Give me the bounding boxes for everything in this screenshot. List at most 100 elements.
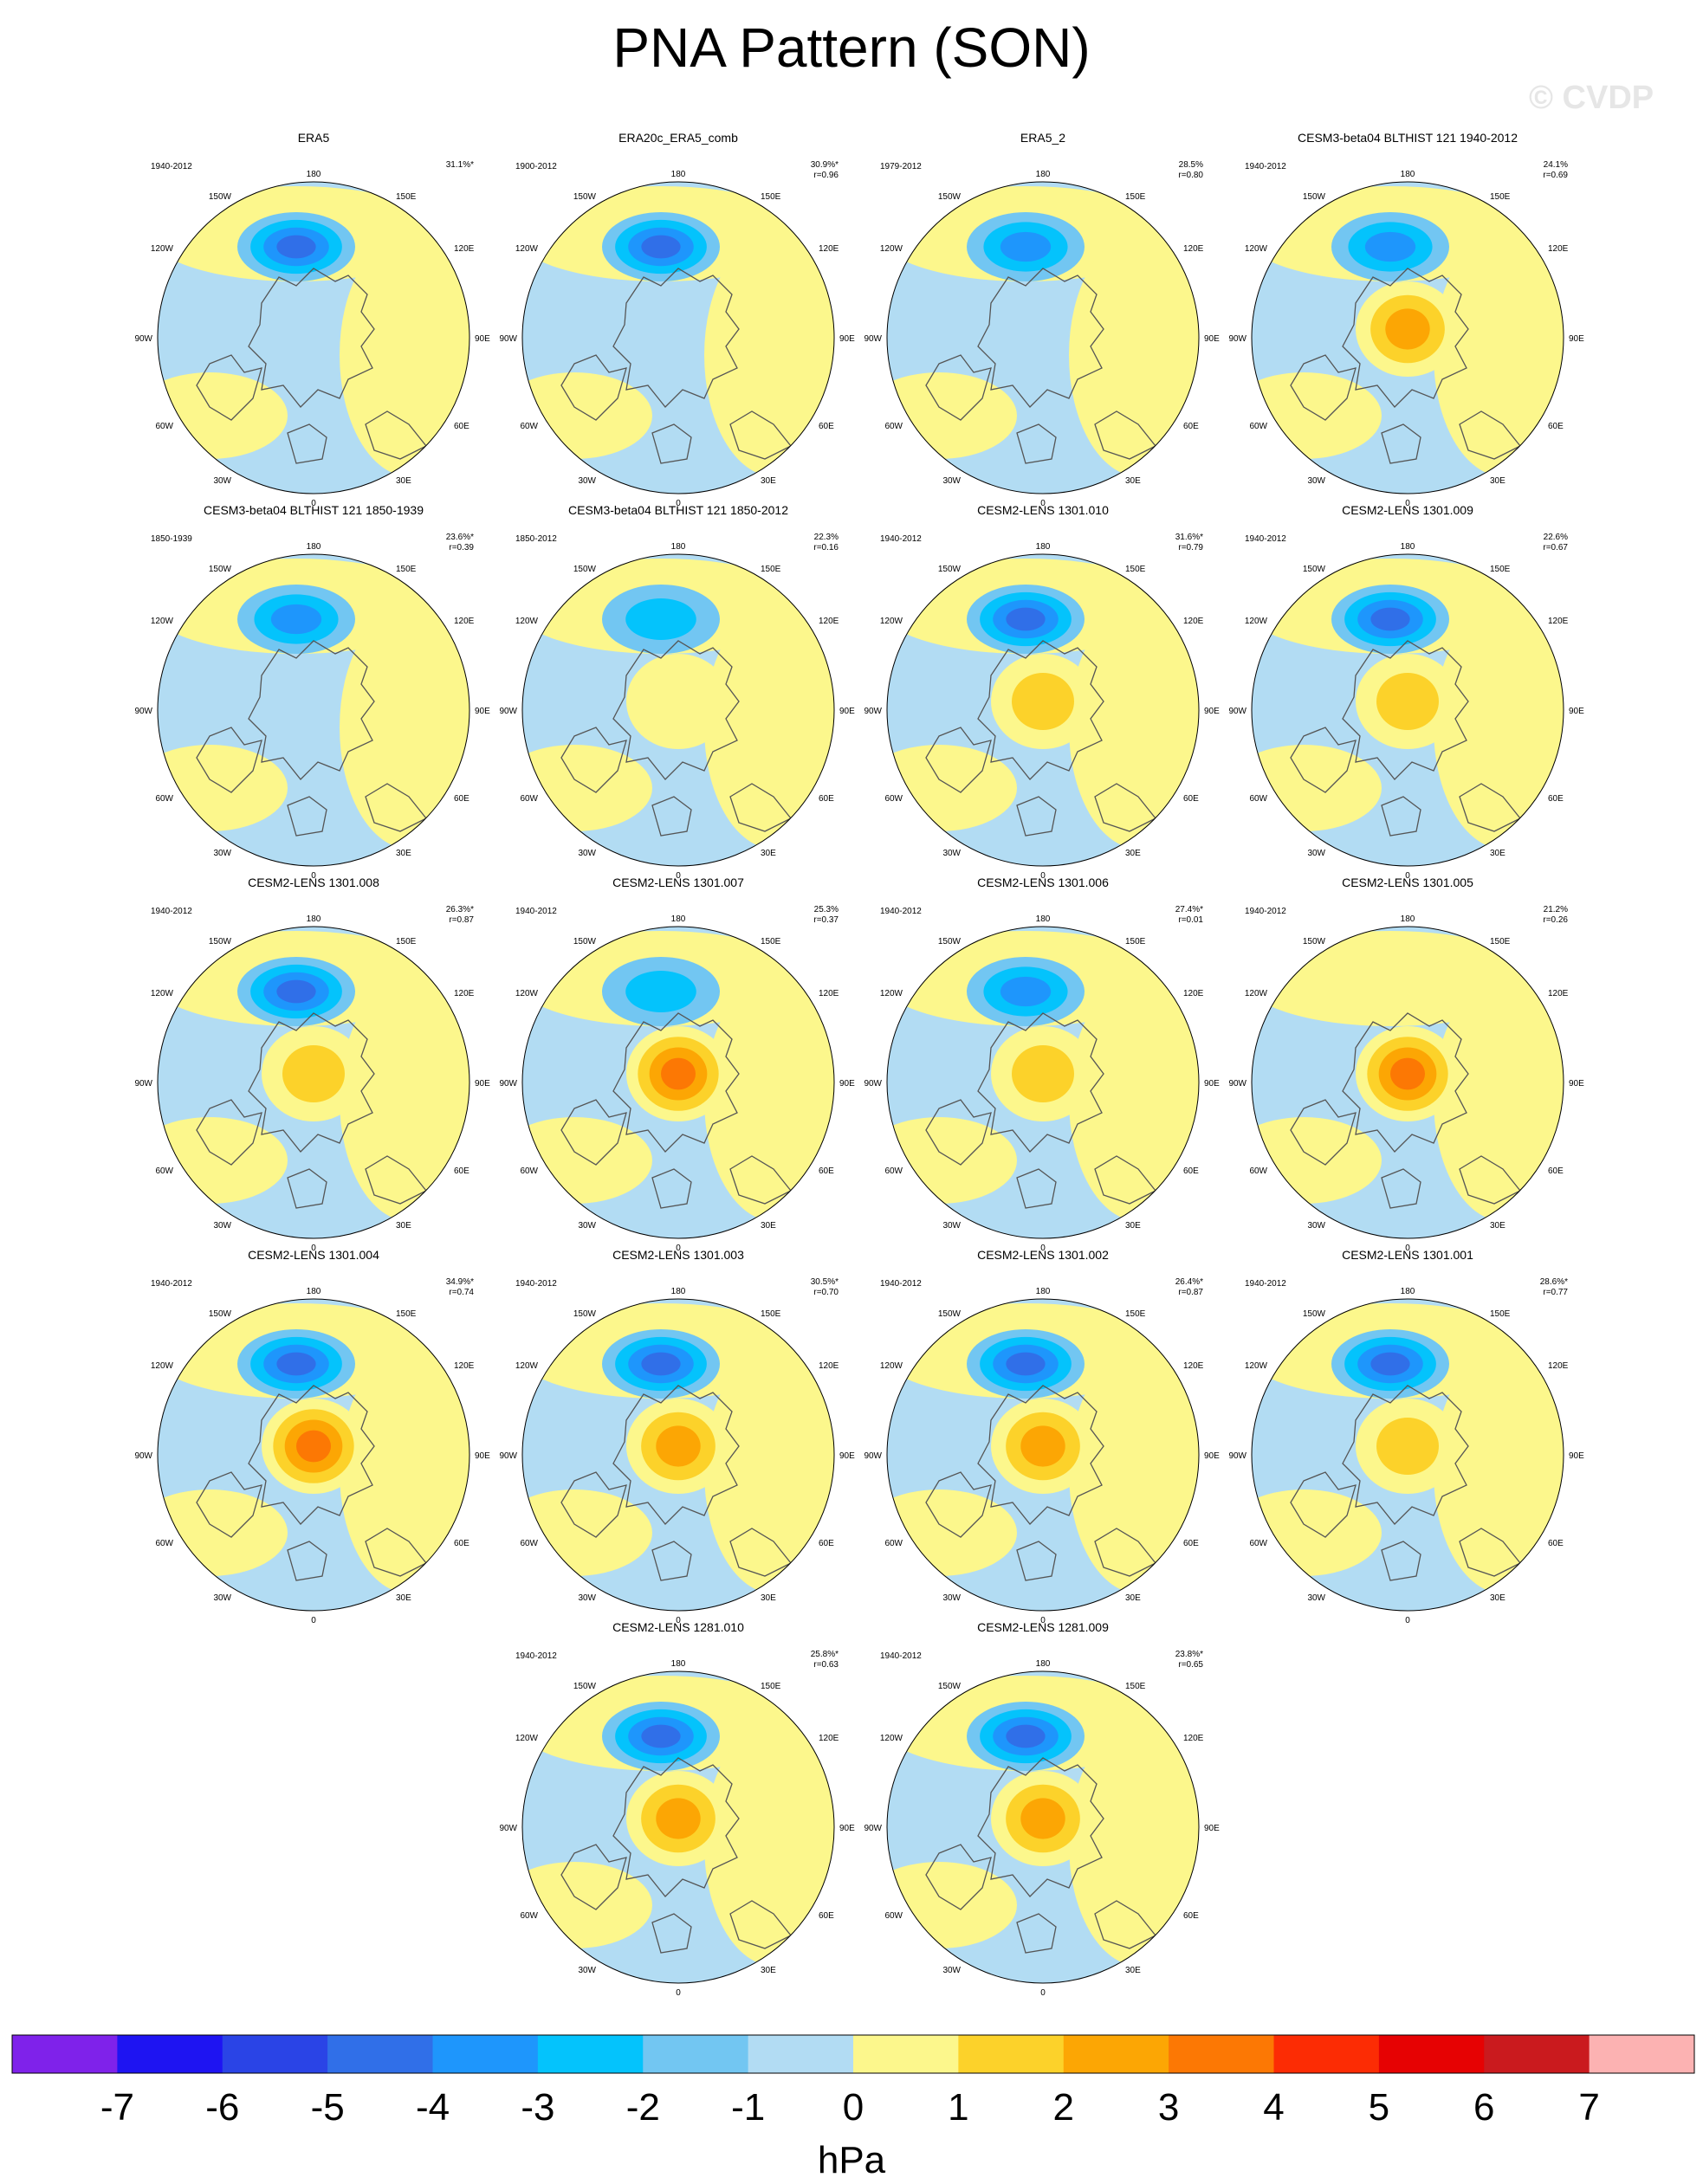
panel-title: ERA5 xyxy=(298,131,330,145)
longitude-label: 60E xyxy=(819,1539,834,1548)
colorbar-swatch xyxy=(853,2035,959,2073)
field-positive-band xyxy=(1434,606,1564,849)
colorbar-swatch xyxy=(12,2035,118,2073)
longitude-label: 60W xyxy=(155,1539,173,1548)
colorbar-swatch xyxy=(748,2035,854,2073)
longitude-label: 0 xyxy=(676,871,681,881)
coastline xyxy=(287,1168,327,1209)
longitude-label: 120E xyxy=(1548,989,1569,998)
panel-variance-pct: 26.4%* xyxy=(1175,1277,1203,1287)
colorbar-tick-label: -2 xyxy=(626,2086,660,2129)
coastline xyxy=(612,268,740,408)
panel-title: CESM2-LENS 1301.006 xyxy=(977,876,1109,889)
longitude-label: 0 xyxy=(311,1616,316,1625)
longitude-label: 180 xyxy=(1401,170,1415,179)
coastline xyxy=(925,1099,992,1166)
field-positive-band xyxy=(340,1351,469,1593)
longitude-label: 90W xyxy=(1228,1451,1246,1461)
panel-pattern-correlation: r=0.26 xyxy=(1543,915,1568,925)
longitude-label: 0 xyxy=(1405,1244,1410,1253)
longitude-label: 120W xyxy=(1245,1361,1268,1371)
map-border xyxy=(521,181,835,494)
longitude-label: 60W xyxy=(884,1166,903,1176)
longitude-label: 0 xyxy=(311,1244,316,1253)
longitude-label: 60E xyxy=(819,422,834,431)
longitude-label: 150W xyxy=(938,565,962,574)
longitude-label: 120E xyxy=(1183,1734,1204,1743)
map-panel: CESM2-LENS 1301.002 1940-2012 26.4%* r=0.87… xyxy=(861,1247,1225,1625)
longitude-label: 30E xyxy=(396,849,411,858)
coastline xyxy=(287,1541,327,1581)
longitude-label: 90W xyxy=(864,1451,882,1461)
longitude-label: 90E xyxy=(475,707,490,716)
panel-period: 1940-2012 xyxy=(1245,162,1286,171)
longitude-label: 30E xyxy=(1490,849,1506,858)
colorbar-tick-label: -5 xyxy=(311,2086,345,2129)
panel-variance-pct: 28.5% xyxy=(1179,160,1203,170)
negative-anomaly-contour xyxy=(1000,976,1052,1007)
longitude-label: 150E xyxy=(1125,937,1146,947)
positive-anomaly-contour xyxy=(1012,673,1074,730)
coastline xyxy=(1016,1168,1057,1209)
field-positive-band xyxy=(704,1723,834,1966)
panel-variance-pct: 24.1% xyxy=(1544,160,1568,170)
map-svg: CESM2-LENS 1301.002 1940-2012 26.4%*r=0.87… xyxy=(864,1248,1220,1625)
colorbar-tick-label: 7 xyxy=(1578,2086,1599,2129)
longitude-label: 60W xyxy=(520,1166,538,1176)
map-panel: ERA5_2 1979-2012 28.5% r=0.80 180 0 150W 150E 12… xyxy=(861,130,1225,508)
longitude-label: 0 xyxy=(311,499,316,508)
longitude-label: 150E xyxy=(396,192,417,202)
longitude-label: 30E xyxy=(1125,1593,1141,1603)
map-svg: CESM2-LENS 1301.008 1940-2012 26.3%*r=0.87… xyxy=(134,876,490,1253)
coastline xyxy=(560,1099,627,1166)
longitude-label: 180 xyxy=(1036,1659,1051,1669)
field-positive-band xyxy=(1252,372,1382,459)
longitude-label: 180 xyxy=(1036,914,1051,924)
longitude-label: 60W xyxy=(155,794,173,804)
longitude-label: 180 xyxy=(1036,1287,1051,1296)
longitude-label: 120W xyxy=(151,1361,174,1371)
longitude-label: 180 xyxy=(671,1659,686,1669)
panel-title: ERA5_2 xyxy=(1020,131,1065,145)
panel-variance-pct: 25.3% xyxy=(814,905,839,914)
positive-anomaly-contour xyxy=(1012,1045,1074,1102)
map-border xyxy=(157,553,470,867)
coastline xyxy=(1290,1471,1357,1538)
map-border xyxy=(886,1670,1200,1984)
map-border xyxy=(1251,926,1564,1239)
longitude-label: 90W xyxy=(1228,334,1246,344)
longitude-label: 90E xyxy=(1204,1451,1220,1461)
longitude-label: 180 xyxy=(1401,1287,1415,1296)
longitude-label: 90W xyxy=(864,1079,882,1089)
positive-anomaly-contour xyxy=(661,1057,696,1090)
coastline xyxy=(560,354,627,421)
longitude-label: 150W xyxy=(209,937,232,947)
map-svg: CESM2-LENS 1301.009 1940-2012 22.6%r=0.67 1… xyxy=(1228,503,1584,881)
colorbar-tick-label: -1 xyxy=(731,2086,765,2129)
longitude-label: 90W xyxy=(499,334,517,344)
colorbar-swatch xyxy=(117,2035,223,2073)
longitude-label: 150W xyxy=(938,192,962,202)
map-border xyxy=(886,1298,1200,1612)
map-svg: CESM2-LENS 1281.009 1940-2012 23.8%*r=0.65… xyxy=(864,1620,1220,1998)
field-positive-band xyxy=(1252,1117,1382,1204)
colorbar-swatch xyxy=(1484,2035,1590,2073)
longitude-label: 60E xyxy=(819,1911,834,1921)
map-panel: CESM2-LENS 1301.006 1940-2012 27.4%* r=0.01… xyxy=(861,875,1225,1253)
panel-variance-pct: 30.5%* xyxy=(811,1277,839,1287)
colorbar-units-label: hPa xyxy=(817,2139,886,2181)
longitude-label: 120E xyxy=(1548,617,1569,626)
longitude-label: 30E xyxy=(1490,1221,1506,1231)
longitude-label: 150E xyxy=(1490,1309,1511,1319)
field-positive-band xyxy=(158,372,288,459)
coastline xyxy=(925,727,992,793)
longitude-label: 150E xyxy=(1490,565,1511,574)
panel-pattern-correlation: r=0.70 xyxy=(813,1288,839,1297)
longitude-label: 30W xyxy=(213,1593,231,1603)
negative-anomaly-contour xyxy=(625,971,696,1012)
panel-pattern-correlation: r=0.87 xyxy=(1178,1288,1203,1297)
panel-title: CESM2-LENS 1301.008 xyxy=(248,876,379,889)
longitude-label: 90E xyxy=(1569,707,1584,716)
coastline xyxy=(287,796,327,837)
positive-anomaly-contour xyxy=(296,1430,331,1463)
